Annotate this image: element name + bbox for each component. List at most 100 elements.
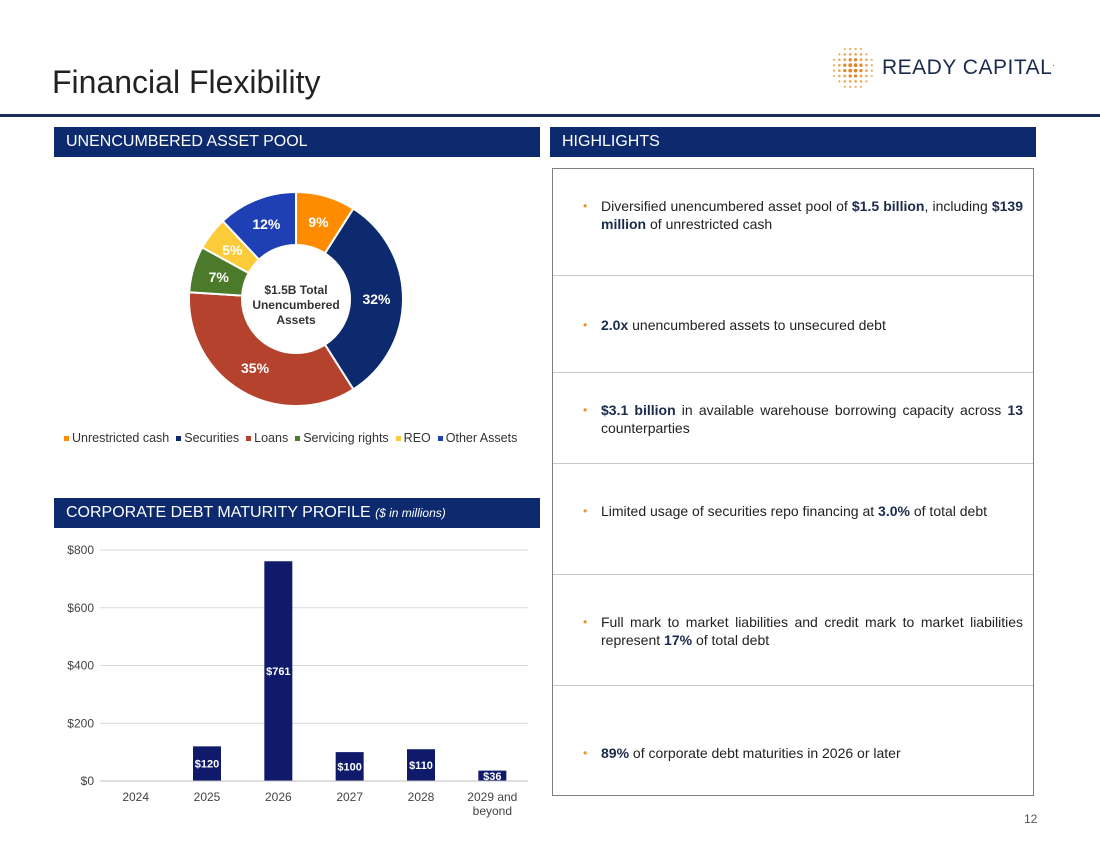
bar-data-label: $120	[195, 759, 219, 771]
highlight-item: • $3.1 billion in available warehouse bor…	[553, 373, 1033, 464]
logo-dot	[853, 58, 858, 62]
bar-2025	[193, 746, 221, 781]
donut-chart-svg	[188, 190, 404, 407]
debt-maturity-title: CORPORATE DEBT MATURITY PROFILE	[66, 504, 371, 521]
section-header-debt-maturity: CORPORATE DEBT MATURITY PROFILE ($ in mi…	[54, 498, 540, 528]
logo-dot	[848, 74, 852, 78]
logo-dot	[870, 64, 873, 67]
highlight-text: Full mark to market liabilities and cred…	[601, 613, 1023, 648]
logo-dot	[859, 85, 863, 88]
logo-dot	[853, 63, 858, 68]
bar-2027	[335, 752, 364, 781]
bar-2029-and-beyond	[478, 770, 507, 781]
highlight-item: • 2.0x unencumbered assets to unsecured d…	[553, 276, 1033, 373]
page-number: 12	[1024, 812, 1038, 826]
legend-label: Servicing rights	[303, 431, 389, 445]
legend-item-other-assets: Other Assets	[437, 431, 517, 445]
legend-label: REO	[403, 431, 431, 445]
logo-dot	[859, 80, 863, 83]
legend-swatch	[437, 436, 443, 442]
logo-dot	[865, 74, 868, 78]
highlight-text: 89% of corporate debt maturities in 2026…	[601, 744, 901, 761]
bar-2028	[407, 749, 435, 781]
legend-label: Loans	[254, 431, 289, 445]
legend-label: Unrestricted cash	[72, 431, 170, 445]
logo-dot	[848, 58, 852, 62]
y-tick-label: $0	[81, 774, 95, 788]
donut-legend: Unrestricted cash Securities Loans Servicin…	[64, 431, 524, 445]
highlight-item: • 89% of corporate debt maturities in 202…	[553, 686, 1033, 795]
y-tick-label: $400	[67, 659, 94, 673]
logo-dot	[838, 80, 841, 83]
logo-dot	[843, 58, 847, 62]
logo-dot	[865, 63, 868, 67]
highlight-item: • Limited usage of securities repo financ…	[553, 464, 1033, 575]
logo-dot	[849, 85, 852, 88]
donut-label-unrestricted-cash: 9%	[308, 213, 329, 230]
logo-dot	[865, 80, 868, 83]
logo-dot	[843, 85, 846, 88]
highlight-item: • Diversified unencumbered asset pool of …	[553, 169, 1033, 276]
bar-2026	[264, 561, 293, 781]
bullet-icon: •	[583, 198, 588, 213]
logo-dot	[859, 47, 863, 51]
donut-slice-other-assets	[221, 190, 297, 262]
x-tick-label: 2029 and	[467, 790, 517, 804]
page-title: Financial Flexibility	[52, 64, 321, 100]
header-rule	[0, 114, 1100, 117]
x-tick-label: beyond	[473, 804, 512, 818]
legend-item-servicing-rights: Servicing rights	[295, 431, 389, 445]
logo-dot	[854, 47, 857, 51]
logo-dot	[843, 74, 847, 78]
logo-dot	[854, 85, 857, 88]
donut-center-line-3: Assets	[276, 313, 316, 327]
legend-item-securities: Securities	[176, 431, 239, 445]
logo-mark-icon	[832, 47, 873, 88]
section-header-highlights: HIGHLIGHTS	[550, 127, 1036, 157]
section-header-asset-pool: UNENCUMBERED ASSET POOL	[54, 127, 540, 157]
logo-dot	[843, 63, 847, 67]
x-tick-label: 2024	[122, 790, 149, 804]
bullet-icon: •	[583, 745, 588, 760]
legend-item-unrestricted-cash: Unrestricted cash	[64, 431, 169, 445]
logo-dot	[859, 68, 863, 73]
logo-dot	[832, 58, 836, 61]
asset-pool-title: UNENCUMBERED ASSET POOL	[66, 133, 308, 150]
logo-dot	[838, 63, 841, 67]
x-tick-label: 2025	[194, 790, 221, 804]
logo-text: READY CAPITAL	[882, 56, 1053, 79]
legend-swatch	[295, 436, 301, 442]
logo-dot	[838, 53, 841, 56]
logo-dot	[865, 69, 868, 72]
logo-dot	[849, 47, 852, 51]
y-tick-label: $800	[67, 543, 94, 557]
logo-dot	[854, 53, 857, 56]
logo-dot	[848, 80, 852, 83]
logo-dot	[848, 68, 853, 73]
legend-swatch	[64, 436, 69, 442]
legend-swatch	[176, 436, 182, 442]
logo-dot	[853, 68, 858, 73]
donut-slice-loans	[188, 291, 355, 407]
logo-dot	[832, 64, 836, 67]
highlight-text: Diversified unencumbered asset pool of $…	[601, 197, 1023, 232]
logo-dot	[843, 80, 847, 83]
logo-dot	[838, 74, 841, 78]
donut-center-line-1: $1.5B Total	[264, 283, 328, 297]
debt-maturity-subtitle: ($ in millions)	[375, 506, 446, 520]
logo-dot	[870, 74, 873, 78]
donut-label-loans: 35%	[241, 360, 270, 377]
legend-swatch	[246, 436, 252, 442]
highlights-title: HIGHLIGHTS	[562, 133, 660, 150]
highlight-text: 2.0x unencumbered assets to unsecured de…	[601, 316, 886, 333]
legend-item-reo: REO	[395, 431, 431, 445]
logo-dot	[859, 74, 863, 78]
bullet-icon: •	[583, 402, 588, 417]
highlight-item: • Full mark to market liabilities and cre…	[553, 575, 1033, 686]
logo-dot	[848, 63, 853, 68]
x-tick-label: 2026	[265, 790, 292, 804]
donut-chart	[185, 188, 407, 410]
bar-data-label: $110	[409, 760, 433, 772]
logo-dot	[838, 69, 841, 72]
bar-data-label: $100	[337, 762, 361, 774]
